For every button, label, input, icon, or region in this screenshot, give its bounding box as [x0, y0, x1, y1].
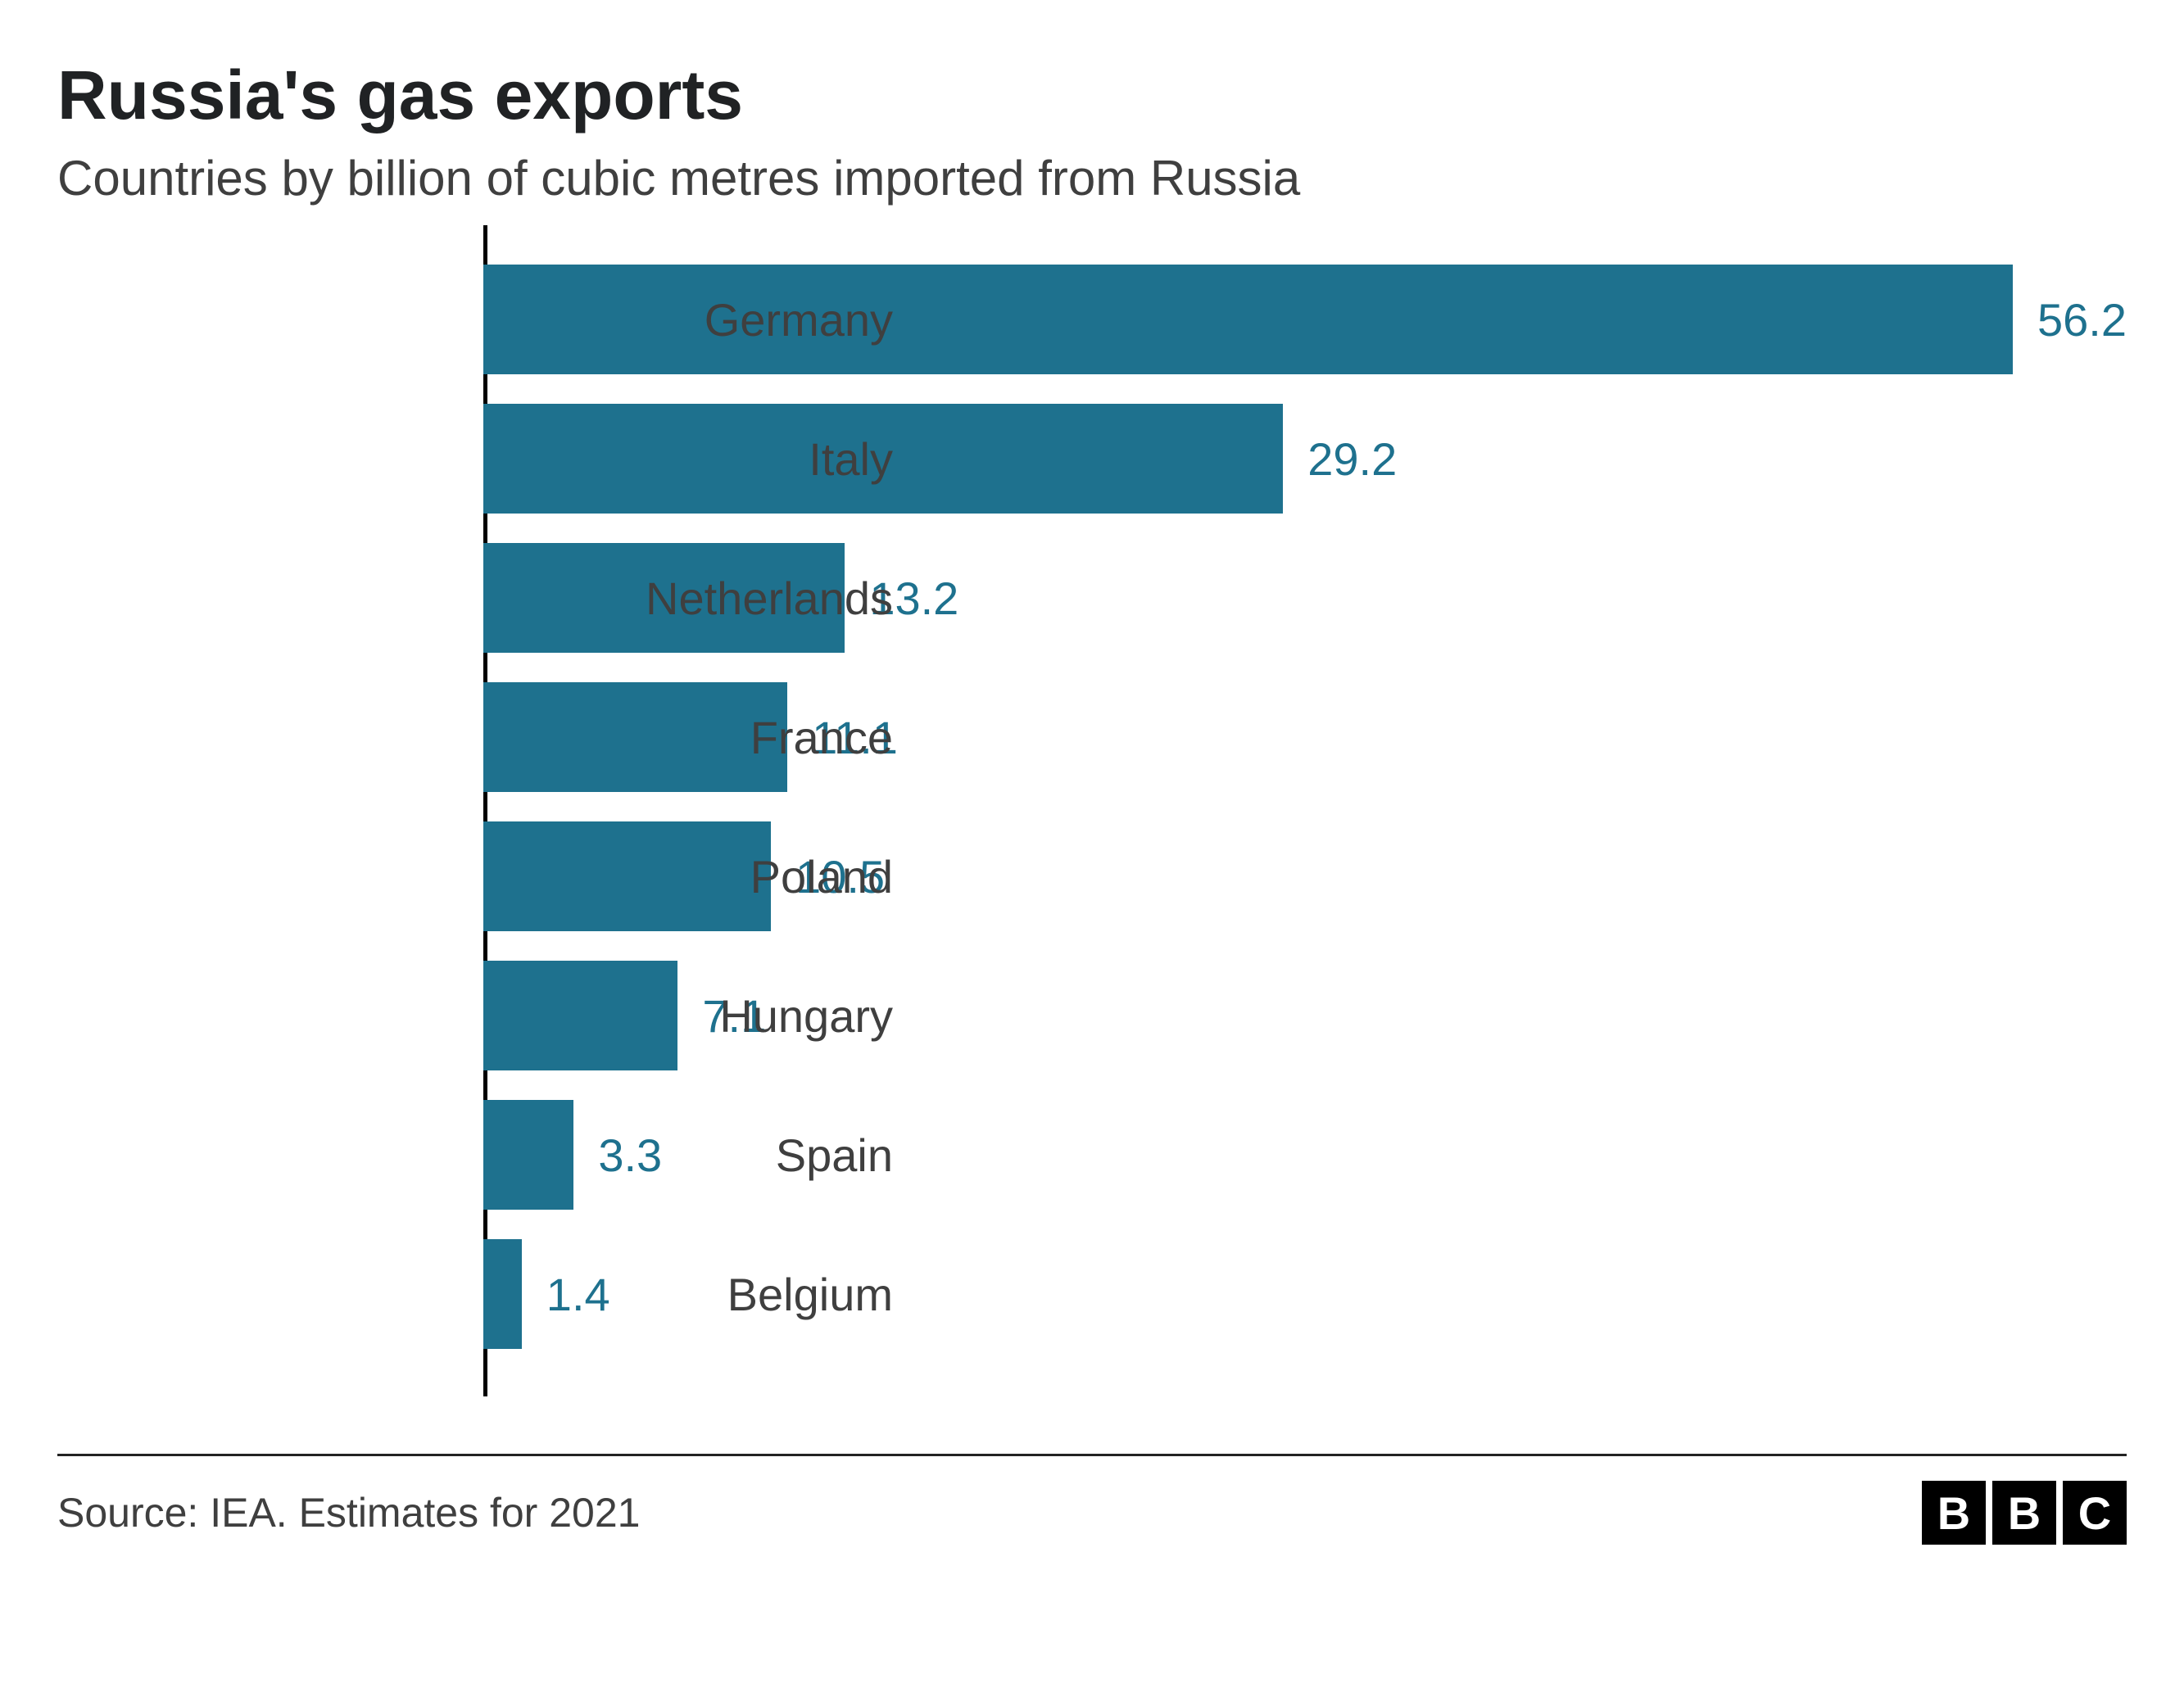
category-label: Hungary — [483, 989, 893, 1043]
bar-row: Spain3.3 — [483, 1085, 2127, 1224]
chart-subtitle: Countries by billion of cubic metres imp… — [57, 147, 2127, 209]
bar-row: Germany 56.2 — [483, 250, 2127, 389]
category-label: Spain — [483, 1129, 893, 1182]
bar-row: Belgium1.4 — [483, 1224, 2127, 1364]
bbc-logo: BBC — [1922, 1481, 2127, 1545]
category-label: Belgium — [483, 1268, 893, 1321]
logo-block: C — [2063, 1481, 2127, 1545]
category-label: France — [483, 711, 893, 764]
bar-row: Italy 29.2 — [483, 389, 2127, 528]
logo-block: B — [1992, 1481, 2056, 1545]
category-label: Italy — [483, 432, 893, 486]
category-label: Poland — [483, 850, 893, 903]
bar-row: France11.1 — [483, 667, 2127, 807]
chart-container: Russia's gas exports Countries by billio… — [0, 0, 2184, 1577]
chart-footer: Source: IEA. Estimates for 2021 BBC — [57, 1454, 2127, 1545]
bar-row: Poland10.5 — [483, 807, 2127, 946]
bar-chart: Germany56.2Italy29.2Netherlands13.2Franc… — [57, 250, 2127, 1413]
logo-block: B — [1922, 1481, 1986, 1545]
value-label: 56.2 — [2037, 293, 2127, 346]
chart-title: Russia's gas exports — [57, 57, 2127, 133]
category-label: Netherlands — [483, 572, 893, 625]
category-label: Germany — [483, 293, 893, 346]
value-label: 29.2 — [1307, 432, 1397, 486]
bar-row: Netherlands13.2 — [483, 528, 2127, 667]
source-text: Source: IEA. Estimates for 2021 — [57, 1489, 640, 1536]
bar-row: Hungary7.1 — [483, 946, 2127, 1085]
